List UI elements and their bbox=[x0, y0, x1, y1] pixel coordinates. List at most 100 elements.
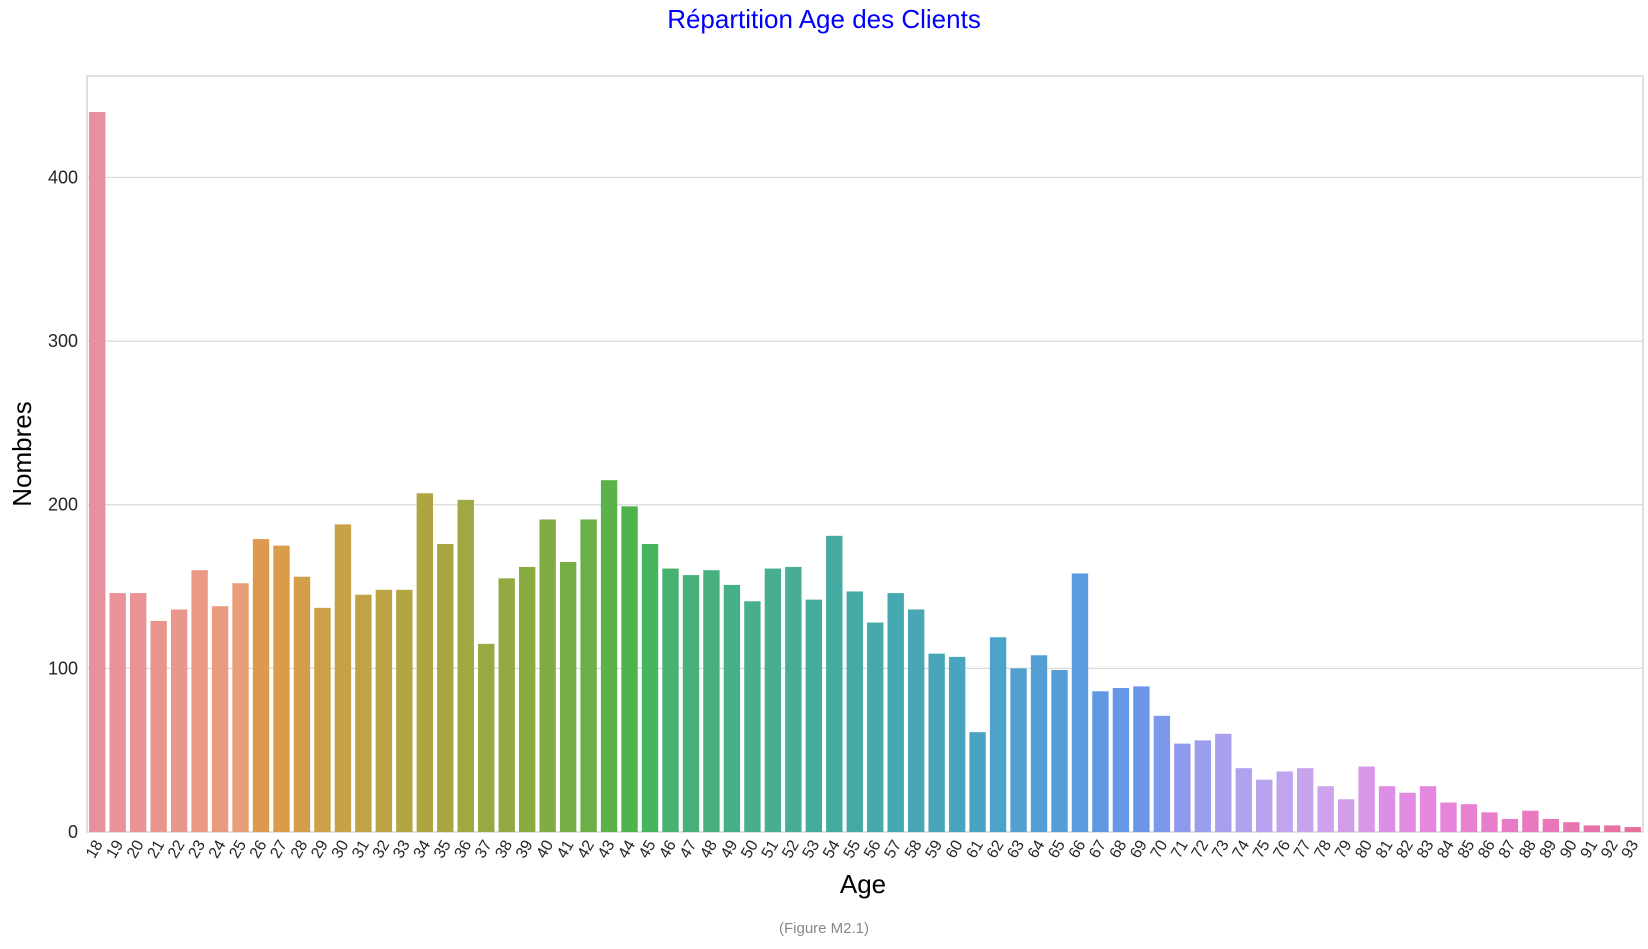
bar-age-73 bbox=[1215, 733, 1232, 832]
x-tick-label: 25 bbox=[226, 837, 250, 861]
x-tick-label: 55 bbox=[841, 837, 865, 861]
bar-age-28 bbox=[293, 576, 311, 832]
bar-age-50 bbox=[744, 601, 761, 832]
bar-age-58 bbox=[907, 609, 925, 832]
bar-age-59 bbox=[928, 653, 945, 832]
bar-age-91 bbox=[1583, 825, 1601, 832]
x-tick-label: 41 bbox=[554, 837, 578, 861]
bar-age-35 bbox=[437, 544, 454, 832]
bar-age-82 bbox=[1399, 792, 1416, 832]
x-tick-label: 21 bbox=[145, 837, 169, 861]
x-tick-label: 47 bbox=[677, 837, 701, 861]
bar-age-41 bbox=[559, 562, 577, 832]
x-tick-label: 82 bbox=[1393, 837, 1417, 861]
x-axis-ticks: 1819202122232425262728293031323334353637… bbox=[83, 837, 1642, 861]
bar-age-42 bbox=[580, 519, 597, 832]
bar-age-87 bbox=[1501, 818, 1519, 832]
x-tick-label: 76 bbox=[1271, 837, 1295, 861]
x-tick-label: 44 bbox=[615, 837, 639, 861]
x-tick-label: 34 bbox=[411, 837, 435, 861]
bar-age-70 bbox=[1153, 715, 1171, 832]
x-tick-label: 67 bbox=[1086, 837, 1110, 861]
x-tick-label: 53 bbox=[800, 837, 824, 861]
bar-age-67 bbox=[1092, 691, 1109, 832]
bar-age-31 bbox=[355, 594, 372, 832]
bars-group bbox=[89, 112, 1641, 832]
bar-age-33 bbox=[396, 589, 413, 832]
bar-age-89 bbox=[1542, 818, 1560, 832]
bar-age-44 bbox=[621, 506, 638, 832]
bar-age-75 bbox=[1256, 779, 1273, 832]
bar-age-34 bbox=[416, 493, 434, 832]
x-tick-label: 30 bbox=[329, 837, 353, 861]
bar-age-77 bbox=[1296, 768, 1314, 832]
bar-age-19 bbox=[109, 593, 126, 832]
x-tick-label: 46 bbox=[656, 837, 680, 861]
bar-age-22 bbox=[170, 609, 188, 832]
x-axis-label: Age bbox=[840, 869, 886, 899]
bar-age-76 bbox=[1276, 771, 1293, 832]
bar-age-23 bbox=[191, 570, 208, 832]
x-tick-label: 73 bbox=[1209, 837, 1233, 861]
x-tick-label: 79 bbox=[1332, 837, 1356, 861]
x-tick-label: 24 bbox=[206, 837, 230, 861]
bar-age-38 bbox=[498, 578, 515, 832]
y-tick-label: 200 bbox=[48, 495, 78, 515]
x-tick-label: 40 bbox=[534, 837, 558, 861]
bar-age-62 bbox=[989, 637, 1007, 832]
x-tick-label: 89 bbox=[1537, 837, 1561, 861]
x-tick-label: 52 bbox=[779, 837, 803, 861]
x-tick-label: 23 bbox=[185, 837, 209, 861]
x-tick-label: 60 bbox=[943, 837, 967, 861]
x-tick-label: 84 bbox=[1434, 837, 1458, 861]
y-tick-label: 400 bbox=[48, 167, 78, 187]
bar-age-27 bbox=[273, 545, 290, 832]
bar-age-53 bbox=[805, 599, 823, 832]
x-tick-label: 61 bbox=[963, 837, 987, 861]
bar-age-74 bbox=[1235, 768, 1252, 832]
bar-age-47 bbox=[682, 575, 700, 832]
x-tick-label: 86 bbox=[1475, 837, 1499, 861]
y-tick-label: 0 bbox=[68, 822, 78, 842]
x-tick-label: 36 bbox=[452, 837, 476, 861]
bar-age-52 bbox=[785, 566, 802, 832]
bar-age-71 bbox=[1174, 743, 1191, 832]
x-tick-label: 63 bbox=[1004, 837, 1028, 861]
bar-age-60 bbox=[948, 656, 966, 832]
y-axis-ticks: 0 100 200 300 400 bbox=[48, 167, 78, 842]
bar-age-24 bbox=[211, 606, 229, 832]
x-tick-label: 38 bbox=[493, 837, 517, 861]
x-tick-label: 48 bbox=[697, 837, 721, 861]
bar-age-85 bbox=[1460, 804, 1478, 832]
bar-age-83 bbox=[1419, 786, 1437, 832]
x-tick-label: 54 bbox=[820, 837, 844, 861]
x-tick-label: 69 bbox=[1127, 837, 1151, 861]
bar-age-40 bbox=[539, 519, 556, 832]
x-tick-label: 70 bbox=[1148, 837, 1172, 861]
x-tick-label: 50 bbox=[738, 837, 762, 861]
bar-age-46 bbox=[662, 568, 679, 832]
x-tick-label: 35 bbox=[431, 837, 455, 861]
x-tick-label: 74 bbox=[1230, 837, 1254, 861]
x-tick-label: 22 bbox=[165, 837, 189, 861]
bar-age-61 bbox=[969, 732, 986, 832]
bar-age-51 bbox=[764, 568, 782, 832]
bar-age-26 bbox=[252, 539, 270, 832]
chart-title: Répartition Age des Clients bbox=[667, 4, 981, 34]
bar-age-81 bbox=[1378, 786, 1396, 832]
y-tick-label: 100 bbox=[48, 658, 78, 678]
x-tick-label: 26 bbox=[247, 837, 271, 861]
bar-age-18 bbox=[89, 112, 106, 832]
x-tick-label: 59 bbox=[923, 837, 947, 861]
bar-age-66 bbox=[1071, 573, 1089, 832]
bar-age-36 bbox=[457, 499, 474, 832]
y-axis-label: Nombres bbox=[7, 401, 37, 506]
bar-age-32 bbox=[375, 589, 393, 832]
bar-age-54 bbox=[826, 535, 843, 832]
bar-age-43 bbox=[600, 480, 618, 832]
bar-age-55 bbox=[846, 591, 863, 832]
bar-age-45 bbox=[641, 544, 659, 832]
bar-age-72 bbox=[1194, 740, 1212, 832]
bar-age-84 bbox=[1440, 802, 1457, 832]
bar-age-56 bbox=[867, 622, 884, 832]
